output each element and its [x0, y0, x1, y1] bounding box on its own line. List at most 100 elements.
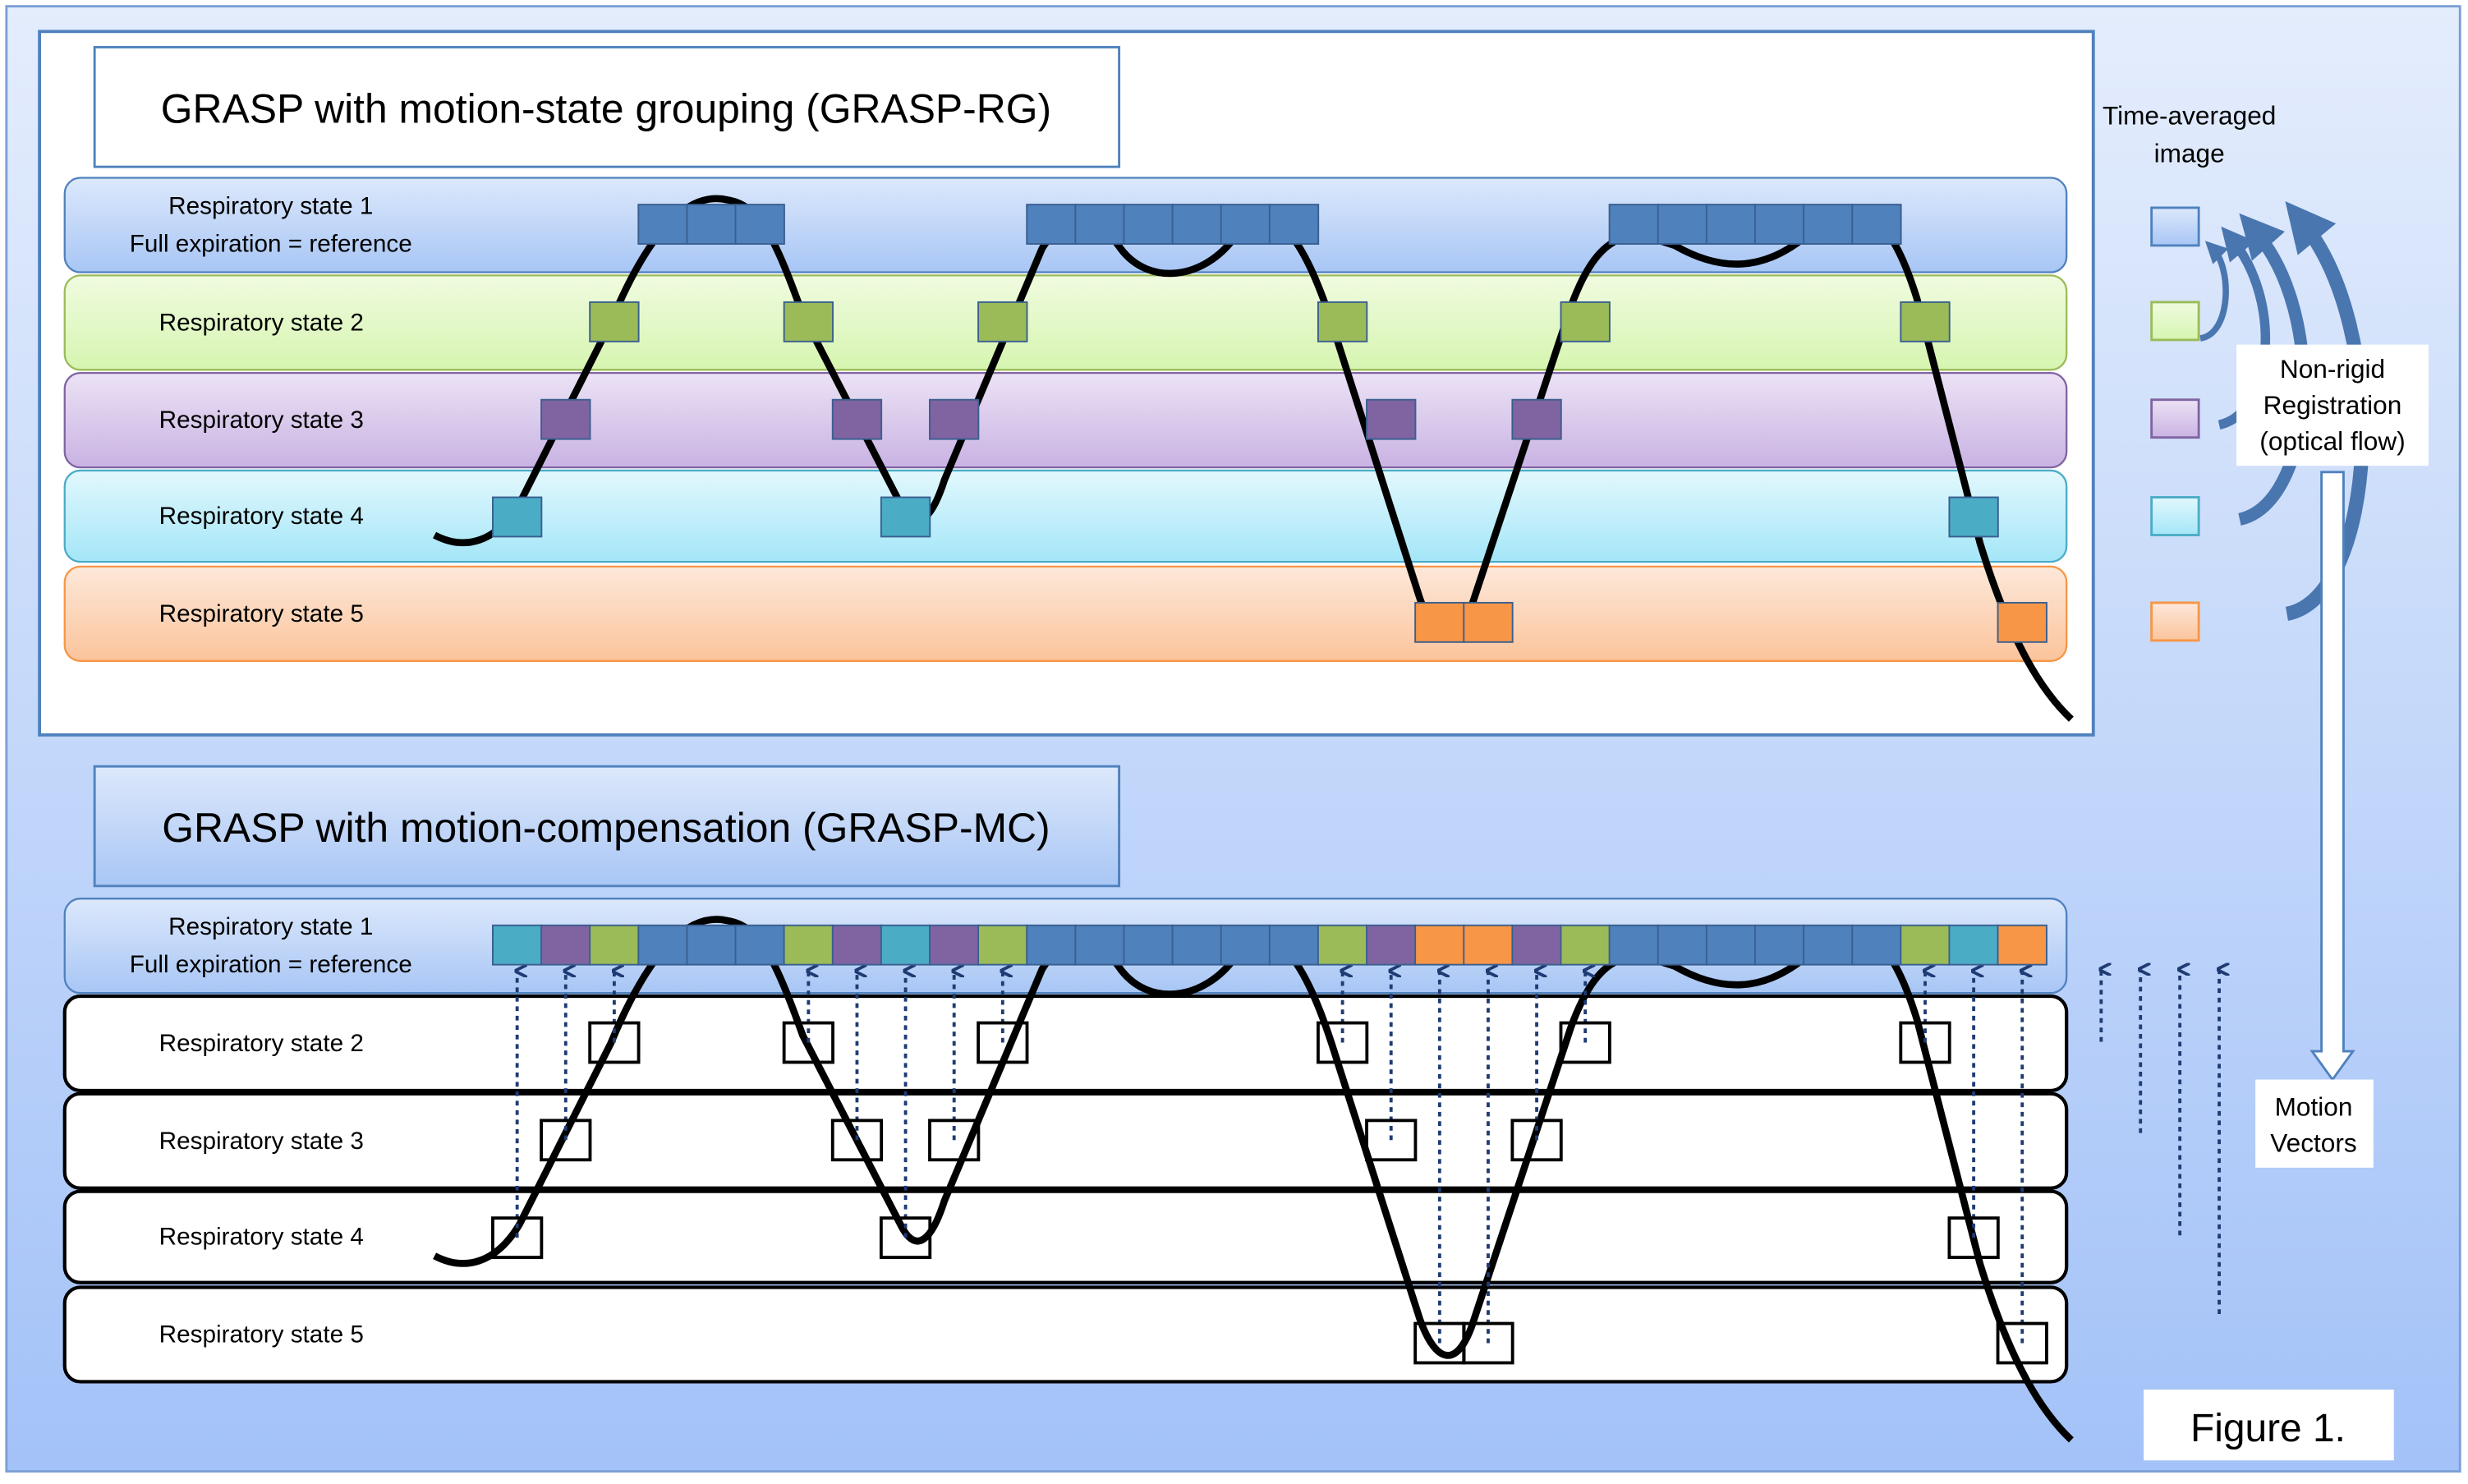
sample-state-3: [831, 398, 883, 440]
sample-state-2: [783, 301, 834, 342]
reference-sample-state-1: [637, 924, 688, 966]
row-label-state-4: Respiratory state 4: [159, 503, 364, 530]
sample-state-5: [1463, 601, 1514, 643]
sample-state-5: [1414, 601, 1465, 643]
sample-state-3: [929, 398, 980, 440]
down-arrow-icon: [2309, 471, 2355, 1082]
rg-bands: Respiratory state 1 Full expiration = ref…: [63, 177, 2068, 662]
row-label-state-1: Respiratory state 1: [168, 193, 373, 220]
time-averaged-images: [2150, 206, 2200, 642]
reference-sample-state-4: [492, 924, 543, 966]
reference-sample-state-2: [589, 924, 640, 966]
band-state-2: [63, 274, 2068, 371]
sample-state-2: [1317, 301, 1368, 342]
motion-vector-arrows: [2101, 969, 2219, 1315]
reference-sample-state-4: [1948, 924, 1999, 966]
reference-sample-state-1: [1123, 924, 1174, 966]
sample-state-2: [1900, 301, 1951, 342]
reference-sample-state-3: [1511, 924, 1562, 966]
sample-outline-state-4: [879, 1216, 932, 1259]
sample-state-1: [1657, 204, 1708, 245]
time-averaged-label-2: image: [2154, 138, 2225, 168]
row-label-state-1: Respiratory state 1: [168, 913, 373, 940]
sample-state-2: [977, 301, 1028, 342]
reference-sample-state-1: [1220, 924, 1271, 966]
sample-state-2: [589, 301, 640, 342]
row-label-state-1: Full expiration = reference: [130, 951, 412, 978]
mc-title-box: [93, 765, 1121, 888]
sample-state-5: [1997, 601, 2047, 643]
sample-state-1: [637, 204, 688, 245]
sample-state-3: [1511, 398, 1562, 440]
sample-state-1: [1220, 204, 1271, 245]
band-state-3: [63, 371, 2068, 469]
sample-state-1: [734, 204, 785, 245]
reference-sample-state-3: [540, 924, 591, 966]
time-averaged-image-state-5: [2150, 601, 2200, 642]
sample-state-1: [1123, 204, 1174, 245]
sample-outline-state-2: [1559, 1021, 1611, 1064]
sample-outline-state-3: [540, 1119, 592, 1162]
band-state-5: [63, 565, 2068, 662]
sample-outline-state-3: [1510, 1119, 1563, 1162]
motion-vectors-box: [2255, 1079, 2374, 1168]
reference-sample-state-5: [1997, 924, 2047, 966]
sample-state-4: [492, 496, 543, 538]
reference-sample-state-1: [1171, 924, 1222, 966]
reference-sample-state-1: [686, 924, 737, 966]
sample-state-1: [1608, 204, 1659, 245]
reference-sample-state-2: [1900, 924, 1951, 966]
sample-outline-state-2: [588, 1021, 641, 1064]
reference-sample-state-3: [929, 924, 980, 966]
reference-sample-state-3: [831, 924, 883, 966]
sample-state-1: [1074, 204, 1125, 245]
reference-sample-state-1: [1754, 924, 1805, 966]
row-label-state-2: Respiratory state 2: [159, 1030, 364, 1057]
figure-label-box: [2144, 1390, 2394, 1461]
reference-sample-state-2: [783, 924, 834, 966]
reference-sample-state-5: [1414, 924, 1465, 966]
sample-state-1: [1754, 204, 1805, 245]
sample-outline-state-2: [1317, 1021, 1369, 1064]
row-label-state-4: Respiratory state 4: [159, 1224, 364, 1251]
registration-label-1: Non-rigid: [2280, 354, 2385, 384]
reference-sample-state-2: [1560, 924, 1611, 966]
sample-state-4: [1948, 496, 1999, 538]
sample-outline-state-2: [782, 1021, 834, 1064]
sample-outline-state-4: [1947, 1216, 2000, 1259]
sample-outline-state-3: [830, 1119, 884, 1162]
reference-sample-state-2: [977, 924, 1028, 966]
time-averaged-image-state-4: [2150, 496, 2200, 536]
registration-box: [2236, 344, 2429, 466]
registration-label-3: (optical flow): [2259, 426, 2405, 456]
row-label-state-5: Respiratory state 5: [159, 1321, 364, 1348]
sample-outline-state-3: [1365, 1119, 1418, 1162]
row-label-state-3: Respiratory state 3: [159, 1128, 364, 1155]
row-label-state-5: Respiratory state 5: [159, 600, 364, 627]
figure-label: Figure 1.: [2190, 1407, 2346, 1450]
sample-state-1: [686, 204, 737, 245]
sample-state-4: [880, 496, 931, 538]
reference-sample-state-1: [1705, 924, 1757, 966]
curved-arrow-icon: [2199, 241, 2229, 342]
reference-sample-state-3: [1366, 924, 1417, 966]
rg-title-box: [93, 46, 1121, 168]
reference-sample-state-1: [1803, 924, 1854, 966]
row-label-state-1: Full expiration = reference: [130, 231, 412, 258]
sample-state-3: [540, 398, 591, 440]
band-state-3: [62, 1091, 2069, 1190]
sample-outline-state-3: [928, 1119, 981, 1162]
motion-vectors-label-1: Motion: [2275, 1092, 2353, 1122]
reference-sample-state-1: [734, 924, 785, 966]
rg-title: GRASP with motion-state grouping (GRASP-…: [161, 85, 1051, 131]
mc-samples: [491, 924, 2048, 1365]
reference-sample-state-1: [1851, 924, 1902, 966]
sample-outline-state-2: [977, 1021, 1029, 1064]
band-state-4: [63, 469, 2068, 563]
sample-state-1: [1851, 204, 1902, 245]
sample-state-1: [1171, 204, 1222, 245]
row-label-state-3: Respiratory state 3: [159, 407, 364, 434]
sample-outline-state-2: [1899, 1021, 1951, 1064]
reference-sample-state-1: [1026, 924, 1077, 966]
